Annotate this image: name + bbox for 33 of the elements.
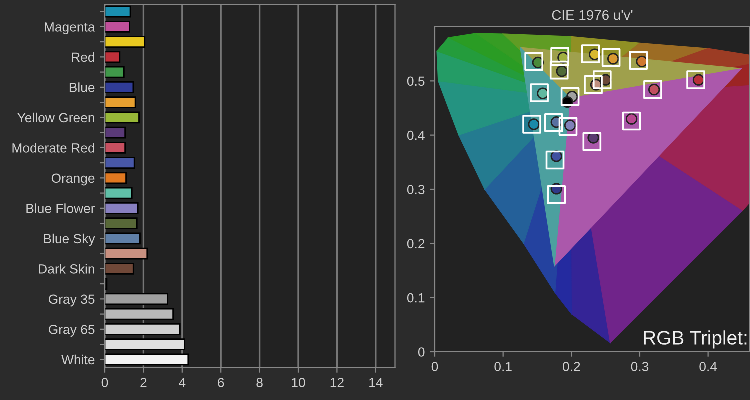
y-tick-label: 0.3 — [407, 185, 425, 194]
x-tick-label: 12 — [330, 378, 344, 388]
y-tick-label: Dark Skin — [39, 264, 94, 274]
y-tick-label: Moderate Red — [12, 143, 94, 153]
y-tick-label: Magenta — [45, 22, 96, 34]
y-tick-label: 0.5 — [407, 76, 425, 86]
y-tick-label: Orange — [52, 174, 95, 186]
y-tick-label: Red — [72, 52, 94, 62]
x-tick-label: 6 — [218, 378, 224, 388]
annotation: RGB Triplet: — [644, 330, 747, 349]
y-tick-label: Blue — [70, 82, 95, 92]
x-tick-label: 4 — [179, 378, 186, 388]
y-tick-label: Yellow Green — [18, 112, 94, 123]
y-tick-label: White — [62, 354, 95, 365]
x-tick-label: 10 — [292, 378, 306, 388]
x-tick-label: 8 — [256, 378, 263, 388]
y-tick-label: Gray 35 — [49, 294, 95, 307]
y-tick-label: 0.4 — [407, 130, 425, 140]
y-tick-label: Blue Flower — [26, 204, 96, 214]
x-tick-label: 0.3 — [631, 362, 649, 372]
x-tick-label: 0.1 — [494, 362, 512, 372]
x-tick-label: 0.2 — [563, 362, 580, 372]
y-tick-label: Blue Sky — [44, 234, 96, 246]
x-tick-label: 0 — [432, 362, 438, 372]
x-tick-label: 0.4 — [700, 362, 718, 372]
y-tick-label: 0.2 — [407, 239, 425, 249]
chart-title: CIE 1976 u'v' — [552, 10, 633, 20]
x-tick-label: 2 — [140, 378, 147, 388]
y-tick-label: 0.1 — [407, 293, 425, 303]
x-tick-label: 14 — [370, 378, 383, 388]
y-tick-label: Gray 65 — [49, 325, 95, 337]
x-tick-label: 0 — [102, 378, 108, 388]
y-tick-label: 0 — [418, 348, 425, 357]
